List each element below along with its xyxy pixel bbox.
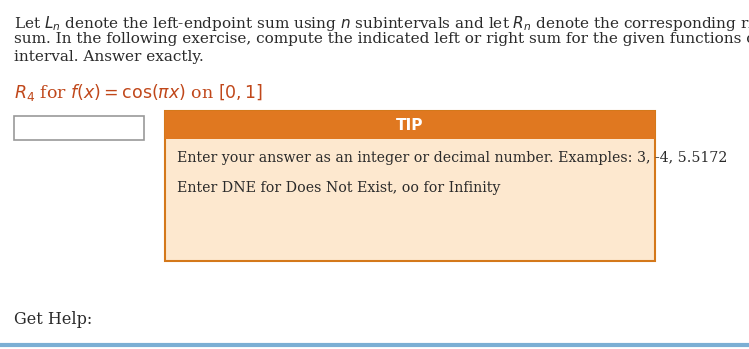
Text: Enter your answer as an integer or decimal number. Examples: 3, -4, 5.5172: Enter your answer as an integer or decim… [177, 151, 727, 165]
Text: TIP: TIP [396, 118, 424, 133]
Bar [165, 111, 655, 261]
Text: interval. Answer exactly.: interval. Answer exactly. [14, 50, 204, 64]
Bar [165, 111, 655, 139]
Text: $R_4$ for $f(x) = \cos(\pi x)$ on $[0, 1]$: $R_4$ for $f(x) = \cos(\pi x)$ on $[0, 1… [14, 82, 263, 103]
Text: sum. In the following exercise, compute the indicated left or right sum for the : sum. In the following exercise, compute … [14, 32, 749, 46]
Bar [14, 116, 144, 140]
Text: Let $L_n$ denote the left-endpoint sum using $n$ subintervals and let $R_n$ deno: Let $L_n$ denote the left-endpoint sum u… [14, 14, 749, 33]
Text: Enter DNE for Does Not Exist, oo for Infinity: Enter DNE for Does Not Exist, oo for Inf… [177, 181, 500, 195]
Text: Get Help:: Get Help: [14, 311, 92, 328]
